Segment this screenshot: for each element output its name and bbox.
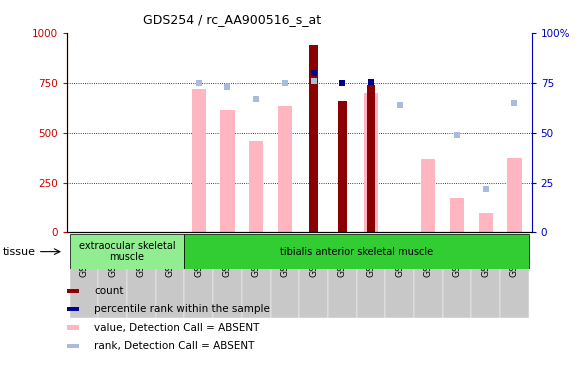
Point [309, 78, 318, 84]
Point [252, 96, 261, 102]
Text: tibialis anterior skeletal muscle: tibialis anterior skeletal muscle [280, 247, 433, 257]
Bar [67, 344, 78, 348]
Text: count: count [94, 286, 124, 296]
FancyBboxPatch shape [98, 234, 127, 318]
FancyBboxPatch shape [299, 234, 328, 318]
Bar [338, 101, 346, 232]
Text: percentile rank within the sample: percentile rank within the sample [94, 304, 270, 314]
Bar [67, 325, 78, 330]
FancyBboxPatch shape [385, 234, 414, 318]
Text: tissue: tissue [3, 247, 36, 257]
FancyBboxPatch shape [242, 234, 271, 318]
FancyBboxPatch shape [328, 234, 357, 318]
Bar [364, 93, 378, 232]
Bar [278, 106, 292, 232]
FancyBboxPatch shape [213, 234, 242, 318]
Bar [70, 234, 184, 269]
FancyBboxPatch shape [471, 234, 500, 318]
FancyBboxPatch shape [184, 234, 213, 318]
Bar [421, 158, 436, 232]
Point [338, 80, 347, 86]
Bar [249, 141, 263, 232]
Bar [507, 158, 522, 232]
FancyBboxPatch shape [70, 234, 98, 318]
Point [453, 132, 462, 138]
Bar [309, 45, 318, 232]
FancyBboxPatch shape [414, 234, 443, 318]
Point [481, 186, 490, 191]
FancyBboxPatch shape [443, 234, 471, 318]
Text: rank, Detection Call = ABSENT: rank, Detection Call = ABSENT [94, 341, 254, 351]
Bar [220, 110, 235, 232]
FancyBboxPatch shape [156, 234, 184, 318]
Text: extraocular skeletal
muscle: extraocular skeletal muscle [79, 241, 175, 262]
Point [280, 80, 289, 86]
FancyBboxPatch shape [271, 234, 299, 318]
Bar [67, 307, 78, 311]
Bar [450, 198, 464, 232]
Point [510, 100, 519, 106]
Bar [184, 234, 529, 269]
Bar [367, 85, 375, 232]
Point [395, 102, 404, 108]
FancyBboxPatch shape [127, 234, 156, 318]
Point [223, 84, 232, 90]
FancyBboxPatch shape [500, 234, 529, 318]
Point [366, 79, 375, 85]
Point [309, 70, 318, 76]
Bar [479, 213, 493, 232]
FancyBboxPatch shape [357, 234, 385, 318]
Bar [67, 289, 78, 293]
Bar [192, 89, 206, 232]
Point [194, 80, 203, 86]
Text: GDS254 / rc_AA900516_s_at: GDS254 / rc_AA900516_s_at [144, 13, 321, 26]
Text: value, Detection Call = ABSENT: value, Detection Call = ABSENT [94, 322, 259, 333]
